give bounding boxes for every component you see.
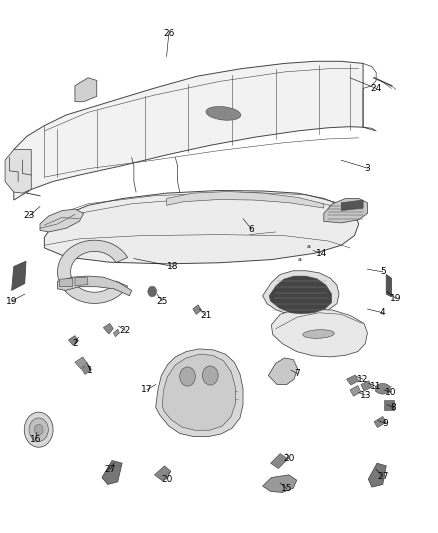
Circle shape <box>34 424 43 435</box>
Polygon shape <box>57 276 132 296</box>
Polygon shape <box>57 240 127 303</box>
Text: 24: 24 <box>371 84 382 93</box>
Ellipse shape <box>375 383 390 394</box>
Text: 19: 19 <box>6 296 18 305</box>
Text: 27: 27 <box>377 472 389 481</box>
Text: 2: 2 <box>72 339 78 348</box>
Text: 22: 22 <box>120 326 131 335</box>
Polygon shape <box>166 191 324 208</box>
Text: a: a <box>298 257 302 262</box>
Text: 20: 20 <box>283 455 294 463</box>
Polygon shape <box>113 329 120 337</box>
Polygon shape <box>154 466 171 481</box>
Text: 12: 12 <box>357 375 369 384</box>
Text: 17: 17 <box>141 385 153 394</box>
Text: 21: 21 <box>200 311 212 320</box>
Polygon shape <box>68 336 78 345</box>
Polygon shape <box>272 309 367 357</box>
Circle shape <box>29 418 48 441</box>
Circle shape <box>148 286 156 297</box>
Text: 15: 15 <box>281 484 293 493</box>
Text: 4: 4 <box>380 308 385 317</box>
Text: a: a <box>307 244 311 249</box>
Bar <box>384 400 394 409</box>
Text: 16: 16 <box>30 435 41 444</box>
Polygon shape <box>361 381 372 391</box>
Polygon shape <box>14 61 363 200</box>
Polygon shape <box>269 276 332 314</box>
Polygon shape <box>350 385 361 396</box>
Polygon shape <box>341 200 363 211</box>
Circle shape <box>202 366 218 385</box>
Text: 25: 25 <box>156 296 168 305</box>
Polygon shape <box>346 375 359 385</box>
Polygon shape <box>5 150 31 193</box>
Polygon shape <box>44 190 359 264</box>
Text: 14: 14 <box>316 249 327 258</box>
Polygon shape <box>75 78 97 102</box>
Polygon shape <box>368 463 386 487</box>
Text: 20: 20 <box>161 475 172 483</box>
Polygon shape <box>193 305 201 314</box>
Polygon shape <box>263 271 339 316</box>
Polygon shape <box>162 354 236 430</box>
Text: 7: 7 <box>295 369 300 378</box>
Text: 10: 10 <box>385 388 396 397</box>
Polygon shape <box>386 274 392 297</box>
Text: 6: 6 <box>249 225 254 234</box>
Polygon shape <box>374 416 386 427</box>
Text: 3: 3 <box>364 164 370 173</box>
Text: 18: 18 <box>167 262 179 271</box>
Polygon shape <box>81 365 92 374</box>
Text: 19: 19 <box>390 294 402 303</box>
Text: 23: 23 <box>23 212 35 221</box>
Polygon shape <box>263 475 297 492</box>
Text: 11: 11 <box>370 382 381 391</box>
Text: 1: 1 <box>87 366 93 375</box>
Text: 9: 9 <box>382 419 388 428</box>
Ellipse shape <box>303 330 334 338</box>
Polygon shape <box>103 324 113 334</box>
Polygon shape <box>271 454 288 469</box>
Polygon shape <box>268 358 297 384</box>
Ellipse shape <box>206 107 241 120</box>
Polygon shape <box>155 349 243 437</box>
Polygon shape <box>60 278 73 287</box>
Text: 5: 5 <box>380 268 385 276</box>
Polygon shape <box>102 461 122 484</box>
Circle shape <box>180 367 195 386</box>
Polygon shape <box>75 277 88 286</box>
Text: 13: 13 <box>360 391 371 400</box>
Text: 8: 8 <box>391 403 396 412</box>
Circle shape <box>24 412 53 447</box>
Polygon shape <box>324 198 367 223</box>
Text: 27: 27 <box>104 465 116 474</box>
Polygon shape <box>12 261 26 290</box>
Text: 26: 26 <box>163 29 174 38</box>
Polygon shape <box>75 357 87 368</box>
Polygon shape <box>40 209 84 232</box>
